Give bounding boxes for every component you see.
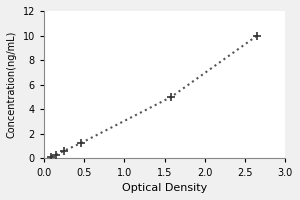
X-axis label: Optical Density: Optical Density bbox=[122, 183, 207, 193]
Y-axis label: Concentration(ng/mL): Concentration(ng/mL) bbox=[7, 31, 17, 138]
